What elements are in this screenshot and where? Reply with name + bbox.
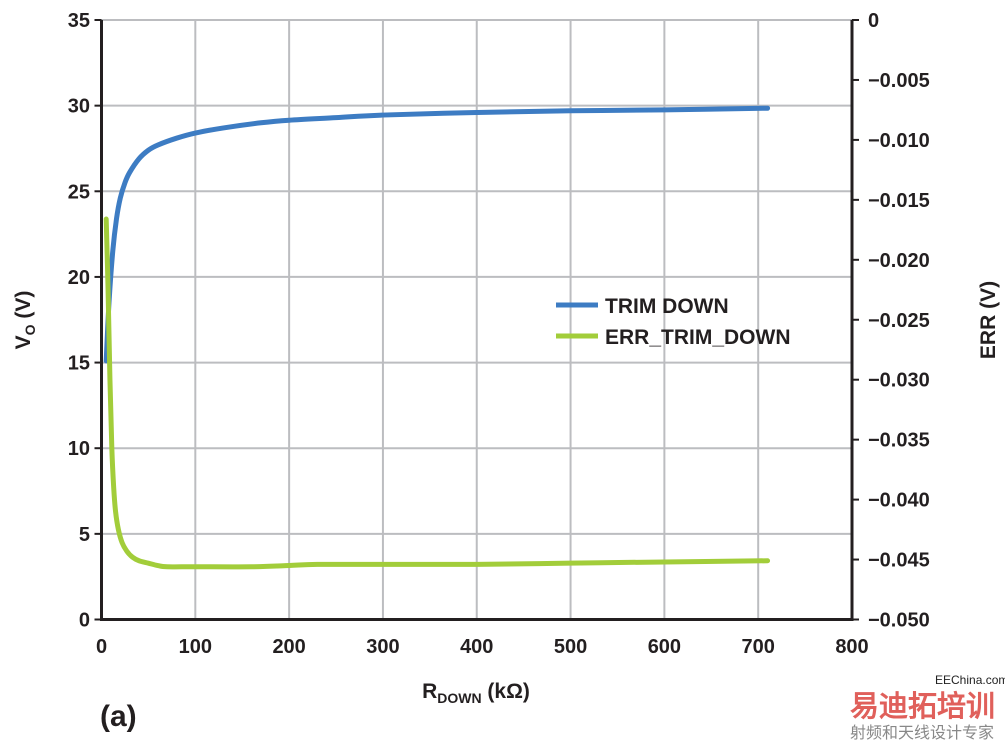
- watermark: EEChina.com 易迪拓培训 射频和天线设计专家: [850, 673, 1005, 742]
- series-line-err-trim-down: [103, 216, 771, 570]
- x-tick-label: 0: [96, 636, 107, 658]
- y-right-tick-label: 0: [868, 10, 879, 32]
- series-layer: [103, 105, 771, 570]
- y-right-tick-label: −0.035: [868, 430, 930, 452]
- legend-label-trim-down: TRIM DOWN: [605, 295, 729, 318]
- y-right-tick-label: −0.010: [868, 130, 930, 152]
- x-tick-label: 700: [742, 636, 775, 658]
- x-axis-label: RDOWN (kΩ): [422, 680, 530, 706]
- y-right-axis-label: ERR (V): [977, 281, 1000, 359]
- y-left-tick-label: 0: [79, 610, 90, 632]
- x-tick-label: 500: [554, 636, 587, 658]
- y-left-tick-label: 5: [79, 524, 90, 546]
- y-right-tick-label: −0.040: [868, 490, 930, 512]
- y-left-tick-label: 10: [68, 438, 90, 460]
- y-left-tick-label: 35: [68, 10, 90, 32]
- y-right-tick-label: −0.030: [868, 370, 930, 392]
- y-left-tick-label: 30: [68, 96, 90, 118]
- x-tick-label: 800: [835, 636, 868, 658]
- y-right-tick-label: −0.020: [868, 250, 930, 272]
- y-right-tick-label: −0.025: [868, 310, 930, 332]
- watermark-tagline: 射频和天线设计专家: [850, 724, 994, 741]
- y-right-tick-label: −0.015: [868, 190, 930, 212]
- legend-label-err-trim-down: ERR_TRIM_DOWN: [605, 326, 791, 349]
- y-left-axis-label: VO (V): [12, 291, 38, 350]
- x-tick-label: 600: [648, 636, 681, 658]
- y-right-tick-label: −0.005: [868, 70, 930, 92]
- x-tick-label: 400: [460, 636, 493, 658]
- y-left-tick-label: 20: [68, 267, 90, 289]
- x-tick-label: 300: [366, 636, 399, 658]
- series-line-trim-down: [103, 105, 771, 364]
- watermark-brand: 易迪拓培训: [850, 689, 995, 723]
- y-left-tick-label: 25: [68, 181, 90, 203]
- y-left-tick-label: 15: [68, 353, 90, 375]
- watermark-site: EEChina.com: [935, 673, 1005, 687]
- panel-label: (a): [100, 700, 137, 733]
- tick-labels: 0 100 200 300 400 500 600 700 800 0 5 10 15 20 25 30 35 0…: [68, 10, 930, 658]
- y-right-tick-label: −0.050: [868, 610, 930, 632]
- x-tick-label: 200: [272, 636, 305, 658]
- grid: [101, 19, 852, 620]
- y-right-tick-label: −0.045: [868, 550, 930, 572]
- x-tick-label: 100: [179, 636, 212, 658]
- legend: TRIM DOWN ERR_TRIM_DOWN: [556, 295, 791, 349]
